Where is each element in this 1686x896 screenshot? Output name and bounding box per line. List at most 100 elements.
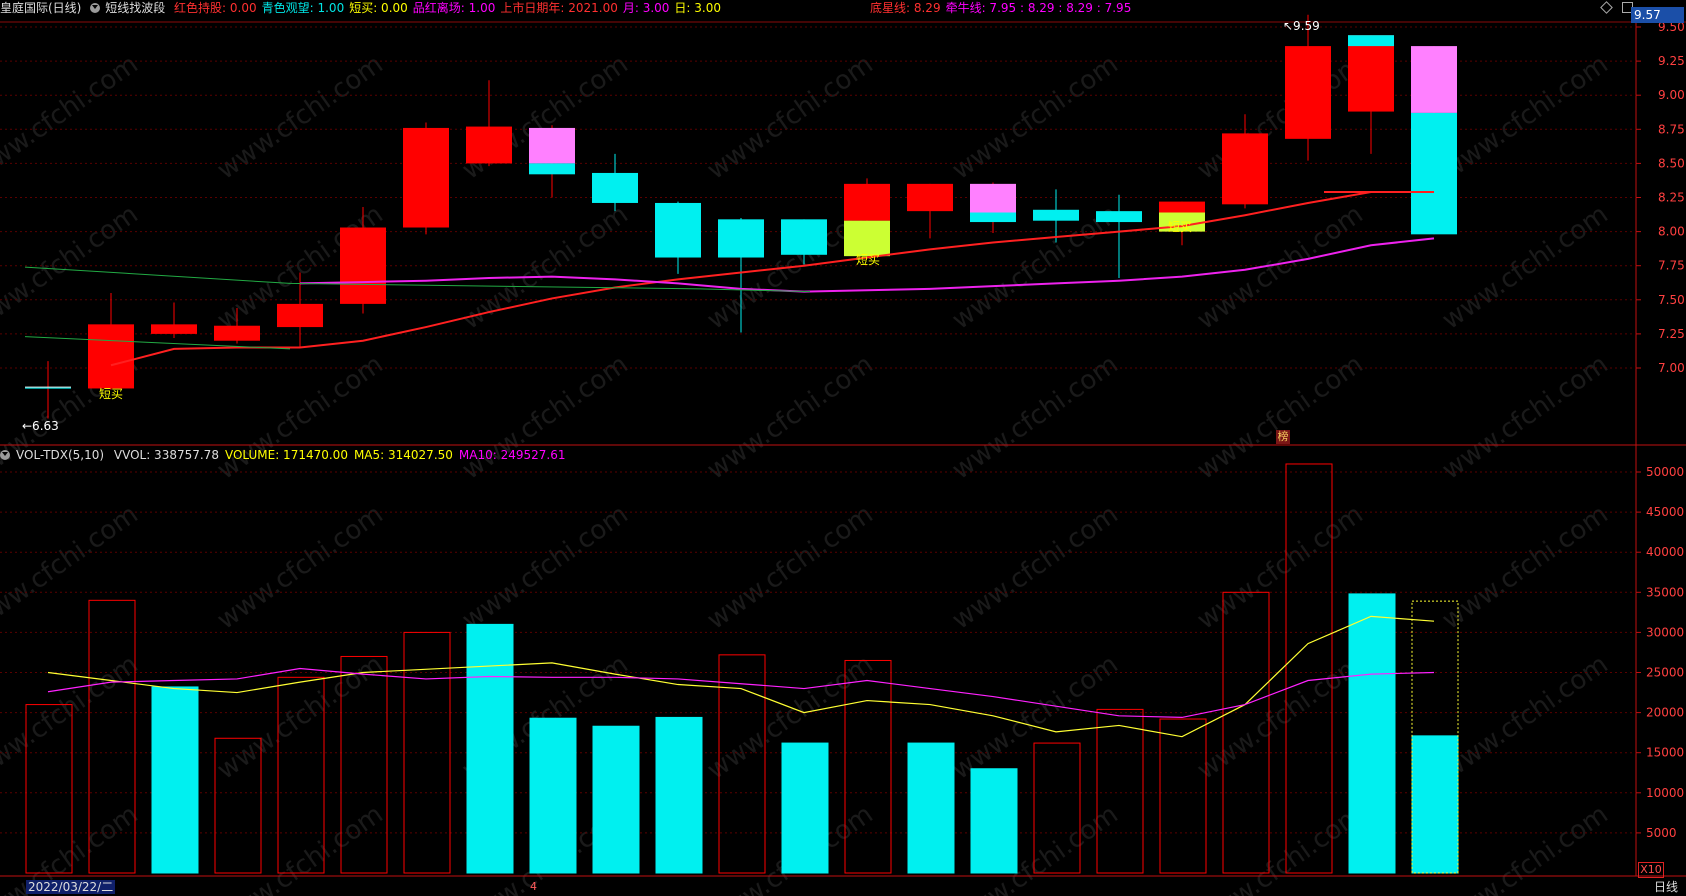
volume-tick-label: 40000 <box>1646 545 1684 559</box>
watermark-text: www.cfchi.com <box>212 49 389 185</box>
candle[interactable] <box>88 292 134 390</box>
volume-bar[interactable] <box>718 654 766 874</box>
volume-bar[interactable] <box>25 704 73 874</box>
period-selector[interactable]: 日线 <box>1653 880 1678 894</box>
candle-body <box>592 172 638 203</box>
watermark-text: www.cfchi.com <box>702 349 879 485</box>
candle[interactable] <box>529 125 575 198</box>
watermark-text: www.cfchi.com <box>457 199 634 335</box>
volume-bars[interactable] <box>25 463 1459 874</box>
indicator-value-6: 日: 3.00 <box>674 1 721 15</box>
watermark-text: www.cfchi.com <box>1192 49 1369 185</box>
candle[interactable] <box>1096 194 1142 278</box>
watermark-text: www.cfchi.com <box>1682 799 1686 896</box>
candle[interactable] <box>340 207 386 314</box>
candlestick-series[interactable] <box>25 14 1457 419</box>
candle-body <box>970 212 1016 223</box>
candle[interactable] <box>466 80 512 167</box>
volume-bar[interactable] <box>844 659 892 874</box>
price-tick-label: 9.00 <box>1658 88 1685 102</box>
volume-bar[interactable] <box>340 655 388 874</box>
candle[interactable] <box>151 302 197 338</box>
volume-moving-averages <box>47 615 1435 738</box>
volume-bar[interactable] <box>1222 591 1270 874</box>
volume-bar[interactable] <box>592 725 640 874</box>
candle[interactable] <box>718 217 764 333</box>
candle-body-exit <box>529 127 575 164</box>
candle[interactable] <box>844 178 890 259</box>
price-tick-label: 8.00 <box>1658 225 1685 239</box>
volume-tick-label: 25000 <box>1646 666 1684 680</box>
indicator-value-0: 红色持股: 0.00 <box>174 1 257 15</box>
candle[interactable] <box>655 201 701 274</box>
ma-green-line-2 <box>24 336 291 350</box>
ma-magenta-line <box>299 237 1435 293</box>
candle[interactable] <box>1222 114 1268 209</box>
candle[interactable] <box>403 122 449 235</box>
candle[interactable] <box>1411 46 1457 235</box>
watermark-text: www.cfchi.com <box>0 499 144 635</box>
volume-bar[interactable] <box>277 676 325 874</box>
candle[interactable] <box>781 219 827 265</box>
candle[interactable] <box>592 153 638 212</box>
volume-bar[interactable] <box>1159 718 1207 874</box>
volume-bar[interactable] <box>1411 735 1459 874</box>
watermark-text: www.cfchi.com <box>1437 49 1614 185</box>
board-tag-icon[interactable]: 榜 <box>1276 430 1290 444</box>
indicator-menu-icon[interactable] <box>90 3 101 13</box>
volume-tick-label: 15000 <box>1646 746 1684 760</box>
watermark-text: www.cfchi.com <box>212 799 389 896</box>
price-tick-label: 7.00 <box>1658 361 1685 375</box>
candle[interactable] <box>1033 189 1079 243</box>
price-indicator-header: 皇庭国际(日线) 短线找波段 红色持股: 0.00 青色观望: 1.00 短买: 0… <box>0 0 1686 18</box>
watermark-text: www.cfchi.com <box>1437 199 1614 335</box>
volume-bar[interactable] <box>907 742 955 874</box>
indicator-name[interactable]: 短线找波段 <box>105 1 166 15</box>
candle[interactable] <box>907 183 953 239</box>
candle-body <box>655 202 701 258</box>
volume-bar[interactable] <box>529 717 577 874</box>
volume-axis: 50000 45000 40000 35000 30000 25000 20000 15000… <box>1636 465 1684 840</box>
volume-bar[interactable] <box>1285 463 1333 874</box>
volume-value-0: VVOL: 338757.78 <box>113 448 219 462</box>
candle[interactable] <box>25 361 71 419</box>
stock-title[interactable]: 皇庭国际(日线) <box>0 1 82 15</box>
candle[interactable] <box>1348 35 1394 154</box>
volume-bar[interactable] <box>214 737 262 874</box>
low-price-label: ←6.63 <box>22 419 59 433</box>
candle[interactable] <box>1285 14 1331 161</box>
watermark-text: www.cfchi.com <box>702 49 879 185</box>
candle-body <box>340 227 386 304</box>
volume-bar[interactable] <box>781 742 829 874</box>
volume-bar[interactable] <box>655 716 703 874</box>
candle-body <box>1222 133 1268 205</box>
watermark-text: www.cfchi.com <box>0 199 144 335</box>
volume-tick-label: 35000 <box>1646 585 1684 599</box>
price-tick-label: 8.25 <box>1658 191 1685 205</box>
volume-bar[interactable] <box>88 599 136 874</box>
candle[interactable] <box>277 272 323 348</box>
indicator-value-3: 品红离场: 1.00 <box>412 1 496 15</box>
volume-bar[interactable] <box>1348 593 1396 874</box>
candle[interactable] <box>214 307 260 344</box>
volume-unit-tag: X10 <box>1638 862 1664 878</box>
month-marker: 4 <box>530 880 537 893</box>
volume-menu-icon[interactable] <box>0 450 10 460</box>
volume-tick-label: 45000 <box>1646 505 1684 519</box>
candle-body-exit <box>970 183 1016 213</box>
watermark-text: www.cfchi.com <box>1192 799 1369 896</box>
volume-indicator-name[interactable]: VOL-TDX(5,10) <box>16 448 105 462</box>
volume-bar[interactable] <box>151 686 199 874</box>
volume-bar[interactable] <box>1096 708 1144 874</box>
volume-bar[interactable] <box>466 623 514 874</box>
candle-cap <box>1348 35 1394 47</box>
volume-bar[interactable] <box>1033 742 1081 874</box>
indicator-value-4: 上市日期年: 2021.00 <box>500 1 618 15</box>
volume-bar[interactable] <box>403 631 451 874</box>
candle-body <box>781 219 827 255</box>
candle-body <box>844 183 890 221</box>
candle[interactable] <box>970 182 1016 233</box>
volume-bar[interactable] <box>970 768 1018 874</box>
short-buy-label: 短买 <box>1168 220 1192 234</box>
